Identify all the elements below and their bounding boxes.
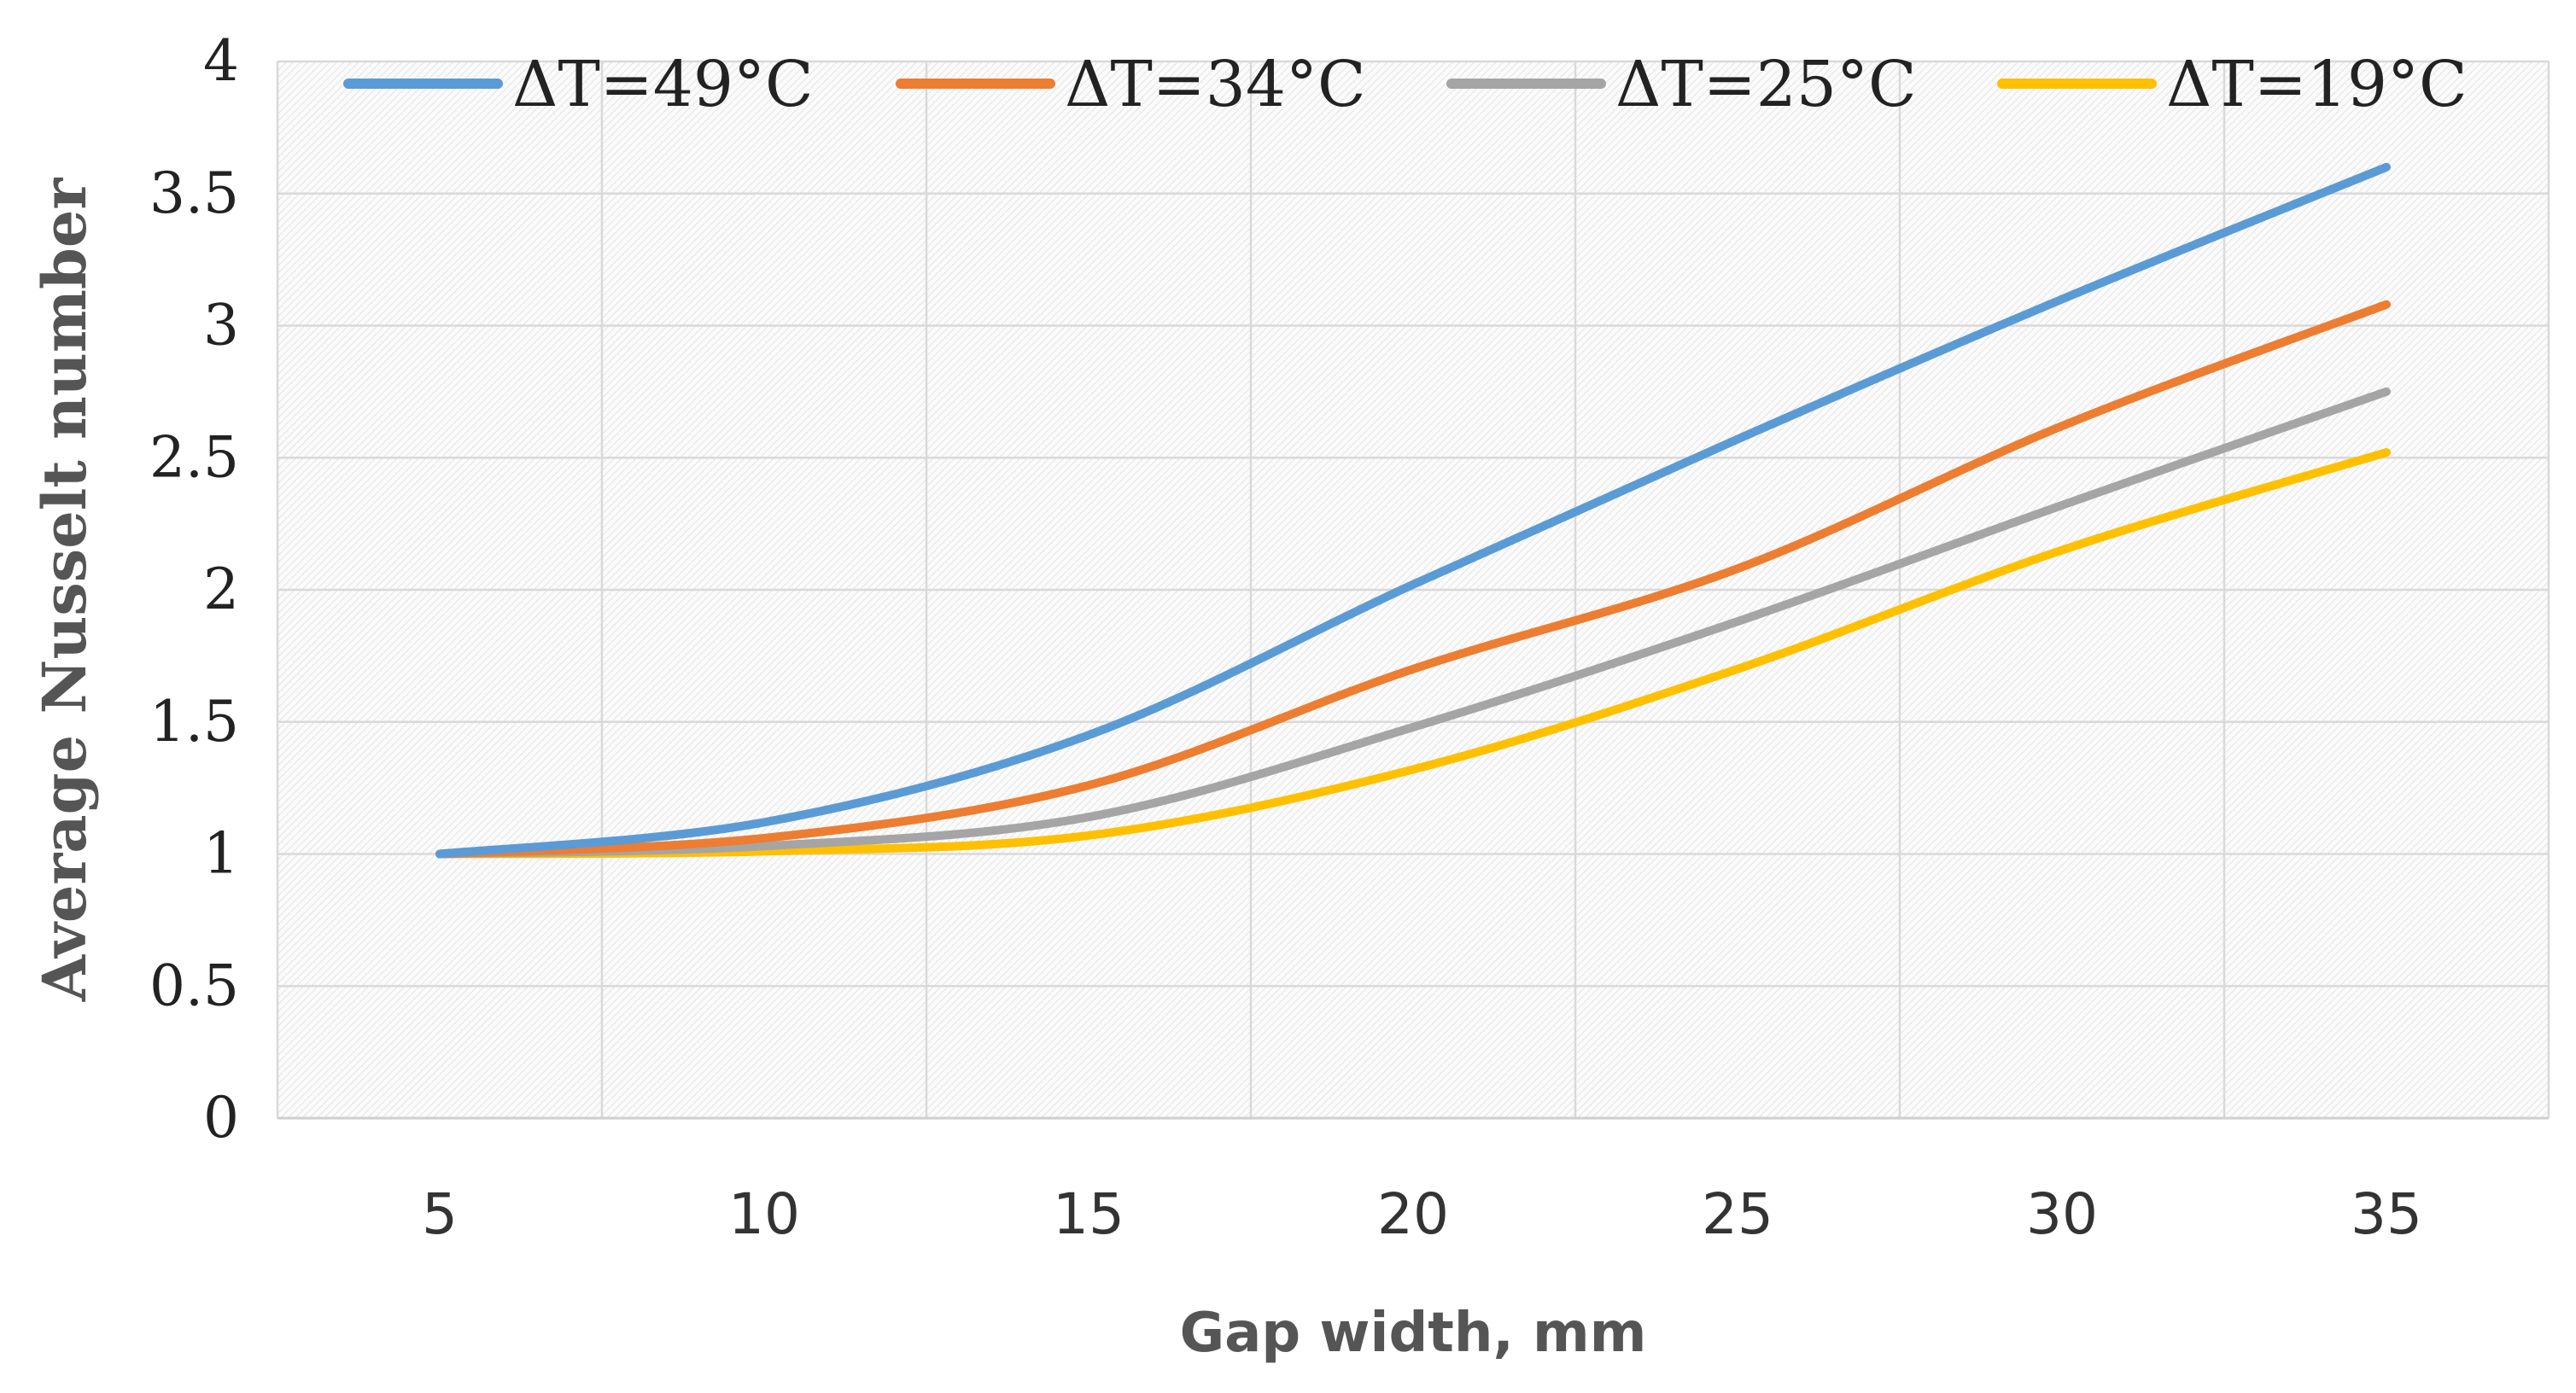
x-tick-label: 30 <box>2026 1181 2098 1247</box>
y-tick-label: 2 <box>203 557 239 622</box>
series-line-dt-25 <box>435 387 2391 859</box>
y-tick-label: 3.5 <box>149 160 239 226</box>
series-lines <box>435 162 2391 859</box>
legend-item-dt-25: ΔT=25°C <box>1446 48 1917 121</box>
gridlines <box>276 60 2550 1118</box>
series-line-dt-34 <box>435 300 2391 859</box>
y-tick-label: 1.5 <box>149 689 239 755</box>
legend: ΔT=49°C ΔT=34°C ΔT=25°C ΔT=19°C <box>343 48 2468 121</box>
y-tick-label: 3 <box>203 293 239 358</box>
legend-label: ΔT=34°C <box>1065 48 1366 121</box>
legend-item-dt-49: ΔT=49°C <box>343 48 814 121</box>
x-tick-label: 10 <box>728 1181 800 1247</box>
y-tick-label: 1 <box>203 821 239 887</box>
legend-label: ΔT=49°C <box>512 48 814 121</box>
y-tick-label: 0.5 <box>149 953 239 1018</box>
series-line-dt-19 <box>435 448 2391 859</box>
legend-item-dt-19: ΔT=19°C <box>1997 48 2468 121</box>
x-tick-label: 20 <box>1377 1181 1449 1247</box>
legend-item-dt-34: ΔT=34°C <box>896 48 1366 121</box>
y-tick-label: 0 <box>203 1085 239 1151</box>
legend-label: ΔT=19°C <box>2166 48 2468 121</box>
legend-label: ΔT=25°C <box>1615 48 1917 121</box>
x-tick-label: 5 <box>422 1181 458 1247</box>
y-axis-ticks: 0 0.5 1 1.5 2 2.5 3 3.5 4 <box>149 28 239 1151</box>
x-tick-label: 35 <box>2351 1181 2422 1247</box>
y-tick-label: 4 <box>203 28 239 94</box>
x-axis-ticks: 5 10 15 20 25 30 35 <box>422 1181 2422 1247</box>
y-tick-label: 2.5 <box>149 424 239 490</box>
x-tick-label: 15 <box>1053 1181 1124 1247</box>
x-axis-title: Gap width, mm <box>1180 1302 1647 1365</box>
series-line-dt-49 <box>435 162 2391 859</box>
y-axis-title: Average Nusselt number <box>29 178 100 1003</box>
x-tick-label: 25 <box>1702 1181 1773 1247</box>
